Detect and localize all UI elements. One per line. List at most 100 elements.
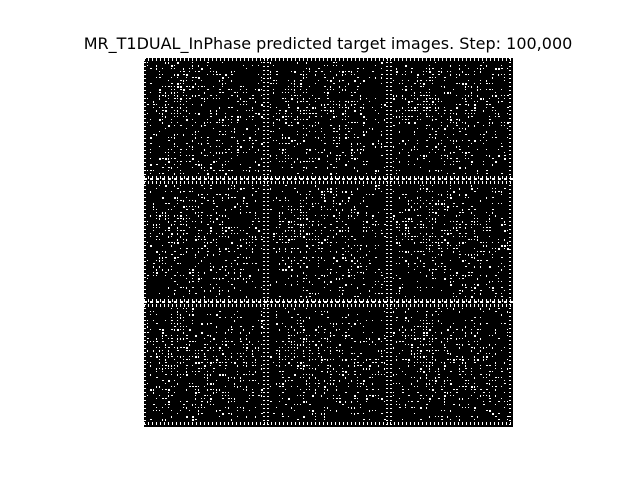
tile-separator-dash xyxy=(318,301,321,303)
tile-separator-dash xyxy=(390,301,393,303)
tile-separator-dash xyxy=(240,178,243,180)
tile-separator-dash xyxy=(186,301,189,303)
tile-separator-dash xyxy=(156,301,159,303)
tile-separator-dash xyxy=(456,301,459,303)
tile-separator-dash xyxy=(468,301,471,303)
tile-separator-dash xyxy=(294,178,297,180)
tile-separator-dash xyxy=(456,178,459,180)
tile-separator-dash xyxy=(468,178,471,180)
tile-separator-dash xyxy=(348,301,351,303)
tile-separator-dash xyxy=(366,301,369,303)
predicted-image-tile xyxy=(390,58,511,179)
tile-separator-dash xyxy=(360,178,363,180)
predicted-image-tile xyxy=(267,58,388,179)
tile-separator-dash xyxy=(450,301,453,303)
tile-separator-dash xyxy=(270,301,273,303)
tile-separator-dash xyxy=(240,301,243,303)
tile-separator-dash xyxy=(204,301,207,303)
tile-separator-dash xyxy=(222,178,225,180)
tile-separator-dash xyxy=(156,178,159,180)
tile-separator-dash xyxy=(462,178,465,180)
tile-separator-dash xyxy=(324,301,327,303)
tile-separator-dash xyxy=(264,178,267,180)
predicted-image-tile xyxy=(390,181,511,302)
tile-separator-dash xyxy=(408,178,411,180)
tile-separator-dash xyxy=(192,178,195,180)
tile-separator-dash xyxy=(252,301,255,303)
tile-separator-dash xyxy=(372,178,375,180)
tile-separator-dash xyxy=(330,178,333,180)
tile-separator-dash xyxy=(336,301,339,303)
tile-separator-dash xyxy=(474,301,477,303)
tile-separator-dash xyxy=(492,178,495,180)
tile-separator-dash xyxy=(150,178,153,180)
tile-separator-dash xyxy=(168,178,171,180)
tile-separator-dash xyxy=(420,301,423,303)
tile-separator-dash xyxy=(402,178,405,180)
tile-separator-dash xyxy=(300,178,303,180)
tile-separator-dash xyxy=(144,301,147,303)
tile-separator-dash xyxy=(486,178,489,180)
tile-separator-dash xyxy=(354,301,357,303)
predicted-image-tile xyxy=(267,181,388,302)
tile-separator-dash xyxy=(492,301,495,303)
tile-separator-dash xyxy=(498,301,501,303)
tile-separator-dash xyxy=(396,301,399,303)
tile-separator-dash xyxy=(204,178,207,180)
tile-separator-dash xyxy=(318,178,321,180)
predicted-image-tile xyxy=(144,304,265,425)
tile-separator-dash xyxy=(354,178,357,180)
tile-separator-dash xyxy=(408,301,411,303)
tile-separator-dash xyxy=(246,301,249,303)
tile-separator-dash xyxy=(180,301,183,303)
tile-separator-dash xyxy=(390,178,393,180)
predicted-image-tile xyxy=(144,58,265,179)
tile-separator-dash xyxy=(210,178,213,180)
tile-separator-dash xyxy=(462,301,465,303)
tile-separator-dash xyxy=(396,178,399,180)
tile-separator-dash xyxy=(378,178,381,180)
tile-separator-dash xyxy=(360,301,363,303)
tile-separator-dash xyxy=(276,178,279,180)
tile-separator-dash xyxy=(234,178,237,180)
tile-separator-dash xyxy=(474,178,477,180)
tile-separator-dash xyxy=(414,178,417,180)
tile-separator-dash xyxy=(438,178,441,180)
tile-separator-dash xyxy=(330,301,333,303)
tile-separator-dash xyxy=(420,178,423,180)
tile-separator-dash xyxy=(510,178,513,180)
tile-separator-dash xyxy=(498,178,501,180)
tile-separator-dash xyxy=(150,301,153,303)
tile-separator-dash xyxy=(444,301,447,303)
tile-separator-dash xyxy=(258,301,261,303)
tile-separator-dash xyxy=(222,301,225,303)
tile-separator-dash xyxy=(426,178,429,180)
tile-separator-dash xyxy=(294,301,297,303)
tile-separator-dash xyxy=(324,178,327,180)
tile-separator-dash xyxy=(282,178,285,180)
tile-separator-dash xyxy=(342,178,345,180)
tile-separator-dash xyxy=(414,301,417,303)
tile-separator-dash xyxy=(228,178,231,180)
tile-separator-dash xyxy=(228,301,231,303)
tile-separator-dash xyxy=(342,301,345,303)
tile-separator-dash xyxy=(270,178,273,180)
tile-separator-dash xyxy=(444,178,447,180)
predicted-images-grid xyxy=(144,58,513,427)
tile-separator-dash xyxy=(210,301,213,303)
tile-separator-dash xyxy=(192,301,195,303)
predicted-image-tile xyxy=(144,181,265,302)
tile-separator-dash xyxy=(216,178,219,180)
tile-separator-dash xyxy=(234,301,237,303)
tile-separator-dash xyxy=(180,178,183,180)
tile-separator-dash xyxy=(216,301,219,303)
tile-separator-dash xyxy=(426,301,429,303)
tile-separator-dash xyxy=(312,301,315,303)
tile-separator-dash xyxy=(276,301,279,303)
tile-separator-dash xyxy=(504,178,507,180)
tile-separator-dash xyxy=(264,301,267,303)
tile-separator-dash xyxy=(450,178,453,180)
tile-separator-dash xyxy=(174,301,177,303)
tile-separator-dash xyxy=(366,178,369,180)
